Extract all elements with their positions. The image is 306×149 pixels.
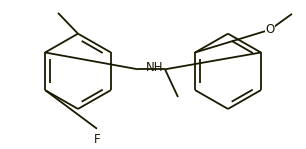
Text: NH: NH — [146, 61, 163, 74]
Text: F: F — [94, 133, 100, 146]
Text: O: O — [265, 23, 274, 36]
